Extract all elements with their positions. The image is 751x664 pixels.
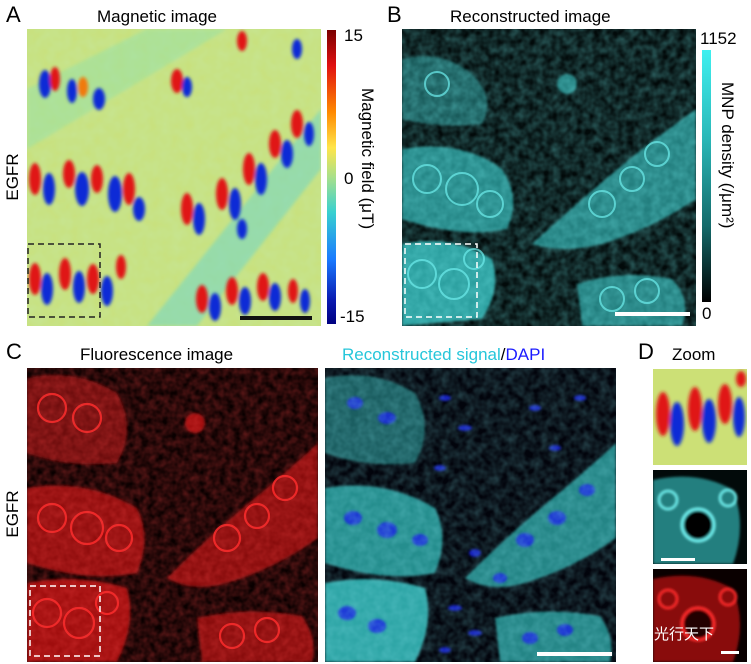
zoom-reconstructed (653, 470, 747, 564)
colorbar-mnp-density (702, 50, 711, 302)
scale-bar-b (615, 312, 690, 316)
wechat-icon (630, 627, 650, 644)
reconstructed-image (402, 29, 696, 326)
colorbar-a-min: -15 (340, 307, 365, 326)
fluorescence-image (27, 368, 318, 662)
title-overlay-part2: DAPI (505, 345, 546, 364)
watermark: 光行天下 (630, 623, 714, 644)
title-fluorescence-image: Fluorescence image (80, 345, 234, 364)
scale-bar-zoom-c (721, 651, 739, 654)
title-overlay-part1: Reconstructed signal (342, 345, 501, 364)
title-overlay-sep: / (500, 345, 506, 364)
panel-letter-a: A (6, 2, 21, 27)
panel-letter-b: B (387, 2, 402, 27)
title-zoom: Zoom (672, 345, 716, 364)
scale-bar-c (537, 652, 612, 656)
zoom-roi-box-b (404, 243, 478, 318)
side-label-egfr-a: EGFR (3, 153, 22, 201)
colorbar-b-max: 1152 (700, 29, 737, 48)
colorbar-a-mid: 0 (344, 169, 354, 188)
title-reconstructed-image: Reconstructed image (450, 7, 611, 26)
zoom-fluorescence (653, 569, 747, 662)
magnetic-dipoles (29, 31, 314, 321)
zoom-roi-box-c (29, 585, 101, 657)
magnetic-image (27, 29, 321, 326)
scale-bar-a (240, 316, 312, 320)
title-magnetic-image: Magnetic image (97, 7, 218, 26)
zoom-roi-box-a (27, 243, 101, 318)
scale-bar-zoom-b (661, 558, 695, 561)
zoom-magnetic (653, 369, 747, 465)
colorbar-b-label: MNP density (/μm²) (718, 82, 737, 229)
panel-letter-d: D (638, 339, 654, 364)
colorbar-magnetic (327, 30, 336, 324)
watermark-text: 光行天下 (654, 626, 715, 643)
panel-letter-c: C (6, 339, 22, 364)
overlay-image (325, 368, 616, 662)
side-label-egfr-c: EGFR (3, 490, 22, 538)
colorbar-a-max: 15 (344, 26, 363, 45)
colorbar-b-min: 0 (702, 304, 712, 323)
title-overlay: Reconstructed signal/DAPI (342, 346, 545, 364)
colorbar-a-label: Magnetic field (μT) (358, 88, 377, 230)
